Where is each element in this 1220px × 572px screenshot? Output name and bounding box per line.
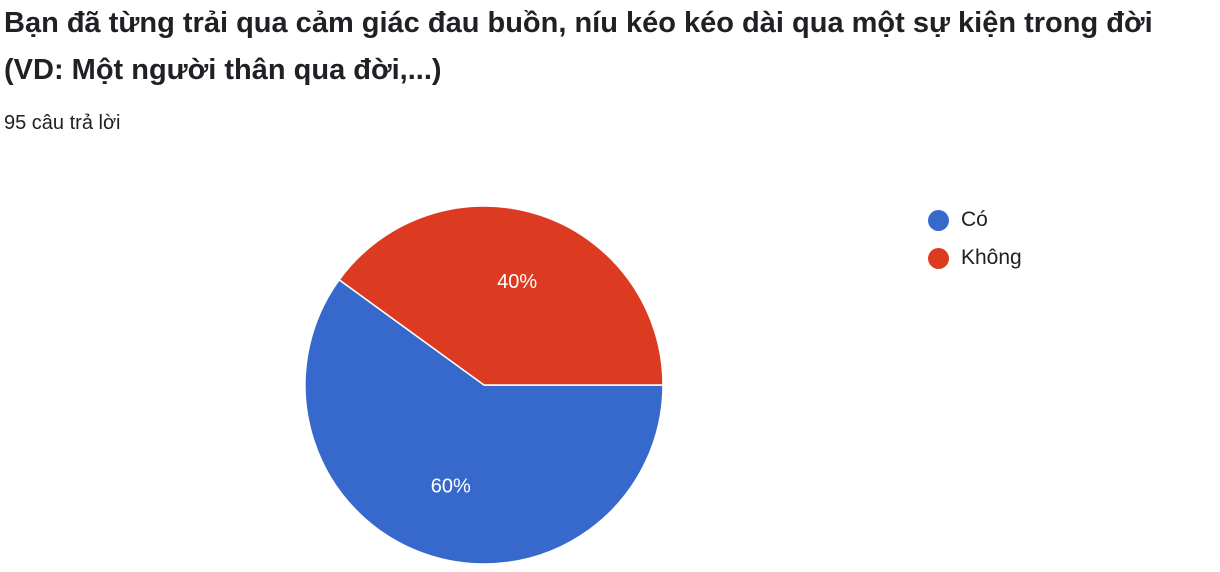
- legend-item-khong[interactable]: Không: [928, 239, 1022, 277]
- legend-swatch-khong: [928, 247, 949, 269]
- pie-slice-khong[interactable]: [338, 205, 664, 386]
- pie-label-co: 60%: [431, 475, 471, 497]
- question-title: Bạn đã từng trải qua cảm giác đau buồn, …: [4, 7, 1153, 86]
- pie-slice-co[interactable]: [304, 278, 664, 565]
- legend-item-co[interactable]: Có: [928, 201, 1022, 239]
- legend-label-khong: Không: [961, 246, 1022, 269]
- legend-swatch-co: [928, 209, 949, 231]
- pie-label-khong: 40%: [497, 271, 537, 293]
- response-count: 95 câu trả lời: [4, 112, 121, 134]
- legend-label-co: Có: [961, 208, 988, 231]
- chart-legend: Có Không: [928, 201, 1022, 277]
